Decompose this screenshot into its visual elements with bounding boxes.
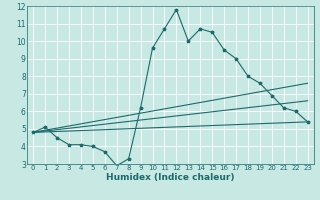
- X-axis label: Humidex (Indice chaleur): Humidex (Indice chaleur): [106, 173, 235, 182]
